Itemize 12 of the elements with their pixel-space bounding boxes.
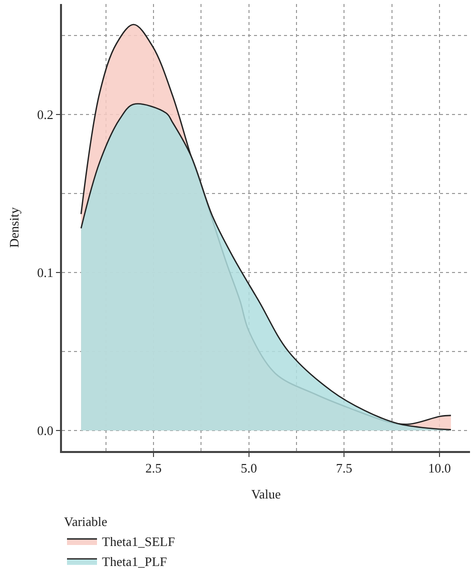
x-tick-label: 5.0 [240, 460, 257, 476]
x-tick-label: 2.5 [145, 460, 162, 476]
legend-label: Theta1_SELF [102, 534, 175, 550]
y-tick-label: 0.0 [37, 423, 54, 438]
y-tick-label: 0.2 [37, 107, 54, 122]
legend-title: Variable [64, 514, 108, 530]
x-tick-label: 7.5 [336, 460, 352, 476]
x-axis-title: Value [251, 486, 282, 502]
y-tick-label: 0.1 [37, 265, 54, 280]
legend-label: Theta1_PLF [102, 554, 167, 569]
y-axis-title: Density [6, 206, 22, 248]
x-tick-label: 10.0 [428, 460, 451, 476]
